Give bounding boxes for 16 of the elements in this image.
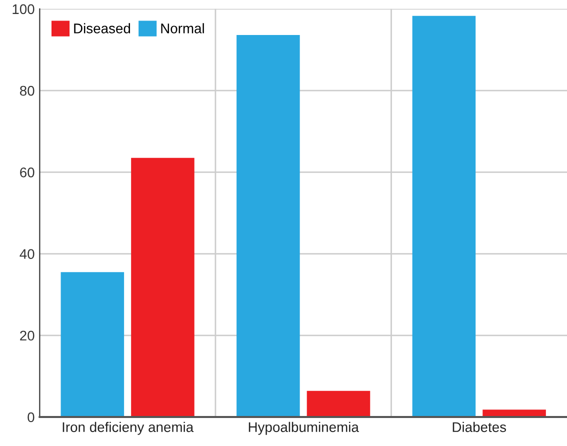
bar (412, 16, 476, 418)
y-tick-label: 60 (20, 167, 34, 178)
x-tick-label: Iron deficieny anemia (62, 422, 194, 435)
bar (306, 390, 370, 418)
y-tick-label: 0 (28, 412, 34, 422)
bar (60, 272, 124, 418)
x-tick-label: Diabetes (452, 422, 506, 432)
y-tick-label: 100 (12, 4, 34, 14)
bar (131, 158, 194, 418)
x-tick-label: Hypoalbuminemia (248, 422, 359, 435)
y-tick-label: 40 (20, 249, 34, 259)
legend-label: Normal (161, 23, 204, 34)
legend-label: Diseased (74, 23, 130, 34)
y-tick-label: 80 (20, 86, 34, 96)
y-tick-label: 20 (20, 330, 34, 341)
bar (236, 35, 300, 418)
